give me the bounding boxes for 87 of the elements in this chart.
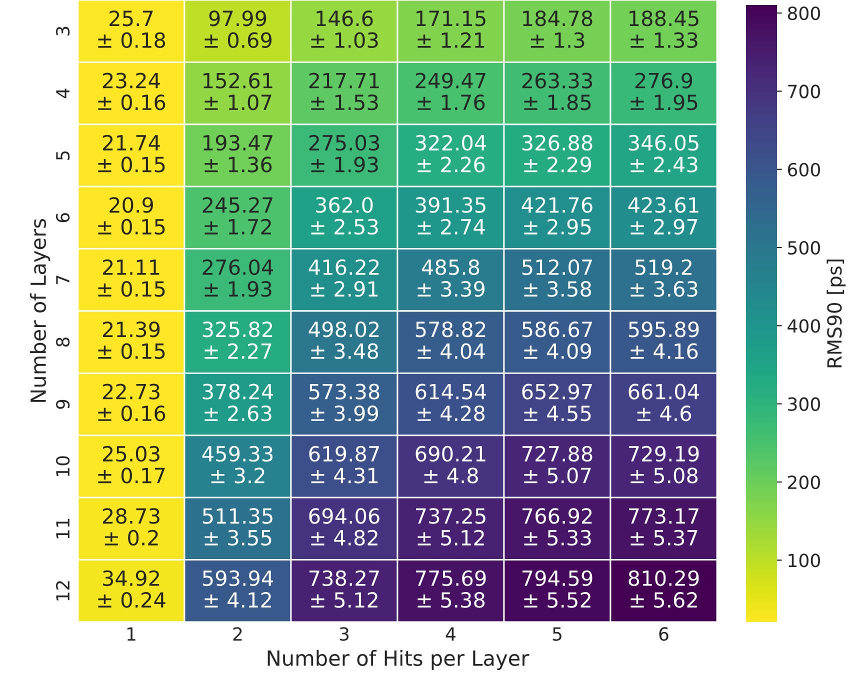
data-label: 28.73 ± 0.2 <box>102 508 160 546</box>
data-label: 737.25 ± 5.12 <box>416 508 486 546</box>
data-label: 362.0 ± 2.53 <box>311 197 378 235</box>
data-label: 34.92 ± 0.24 <box>98 570 166 608</box>
data-label: 217.71 ± 1.53 <box>309 72 379 110</box>
data-label: 276.04 ± 1.93 <box>202 259 274 297</box>
data-label: 652.97 ± 4.55 <box>522 384 592 422</box>
data-label: 378.24 ± 2.63 <box>202 384 274 422</box>
data-label: 416.22 ± 2.91 <box>308 259 379 297</box>
y-tick-label: 5 <box>56 151 70 160</box>
data-label: 25.7 ± 0.18 <box>98 10 166 48</box>
y-axis-title: Number of Layers <box>30 219 50 402</box>
data-label: 694.06 ± 4.82 <box>309 508 380 546</box>
x-tick-label: 4 <box>446 627 456 641</box>
x-tick-label: 2 <box>233 627 242 641</box>
color-bar-label: 100 <box>788 554 820 568</box>
color-bar-label: 300 <box>788 397 820 411</box>
data-label: 421.76 ± 2.95 <box>522 197 592 235</box>
data-label: 729.19 ± 5.08 <box>629 446 699 484</box>
x-tick-label: 3 <box>340 627 349 641</box>
data-label: 519.2 ± 3.63 <box>630 259 698 297</box>
data-label: 512.07 ± 3.58 <box>522 259 592 297</box>
data-label: 423.61 ± 2.97 <box>628 197 698 235</box>
data-label: 193.47 ± 1.36 <box>204 134 272 172</box>
data-label: 619.87 ± 4.31 <box>309 446 379 484</box>
y-tick-label: 11 <box>56 518 70 538</box>
data-label: 322.04 ± 2.26 <box>416 134 486 172</box>
data-label: 263.33 ± 1.85 <box>522 72 592 110</box>
data-label: 498.02 ± 3.48 <box>308 322 379 360</box>
data-label: 578.82 ± 4.04 <box>416 322 486 360</box>
data-label: 326.88 ± 2.29 <box>522 134 592 172</box>
data-label: 727.88 ± 5.07 <box>522 446 592 484</box>
data-label: 21.39 ± 0.15 <box>98 322 165 360</box>
data-label: 171.15 ± 1.21 <box>416 10 486 48</box>
x-axis-title: Number of Hits per Layer <box>268 650 530 670</box>
data-label: 573.38 ± 3.99 <box>309 384 380 422</box>
data-label: 593.94 ± 4.12 <box>202 570 274 608</box>
y-tick-label: 8 <box>56 338 70 347</box>
data-label: 276.9 ± 1.95 <box>630 72 698 110</box>
data-label: 20.9 ± 0.15 <box>98 197 165 235</box>
data-label: 614.54 ± 4.28 <box>416 384 486 422</box>
y-tick-label: 9 <box>56 400 70 409</box>
data-label: 738.27 ± 5.12 <box>310 570 379 608</box>
color-bar-title: RMS90 [ps] <box>826 260 846 368</box>
y-tick-label: 10 <box>56 456 70 476</box>
data-label: 595.89 ± 4.16 <box>628 322 699 360</box>
data-label: 661.04 ± 4.6 <box>628 384 700 422</box>
data-label: 325.82 ± 2.27 <box>202 322 272 359</box>
data-label: 794.59 ± 5.52 <box>522 570 592 608</box>
data-label: 146.6 ± 1.03 <box>311 10 378 48</box>
data-label: 391.35 ± 2.74 <box>416 197 486 234</box>
data-label: 690.21 ± 4.8 <box>416 446 486 484</box>
color-bar-label: 600 <box>788 162 820 176</box>
data-label: 810.29 ± 5.62 <box>628 570 699 608</box>
data-label: 21.11 ± 0.15 <box>98 259 165 297</box>
y-tick-label: 12 <box>56 581 70 600</box>
color-bar-label: 400 <box>788 319 820 333</box>
y-tick-label: 6 <box>56 213 70 222</box>
data-label: 188.45 ± 1.33 <box>630 10 698 48</box>
data-label: 249.47 ± 1.76 <box>416 72 486 110</box>
y-tick-label: 3 <box>56 26 70 36</box>
x-tick-label: 6 <box>659 627 668 641</box>
data-label: 586.67 ± 4.09 <box>522 322 592 360</box>
data-label: 346.05 ± 2.43 <box>628 134 698 172</box>
data-label: 459.33 ± 3.2 <box>202 446 273 484</box>
data-label: 25.03 ± 0.17 <box>98 446 165 484</box>
data-label: 275.03 ± 1.93 <box>309 134 380 172</box>
x-tick-label: 5 <box>552 627 562 641</box>
data-label: 511.35 ± 3.55 <box>202 508 272 546</box>
data-label: 245.27 ± 1.72 <box>202 197 272 234</box>
data-label: 23.24 ± 0.16 <box>98 72 166 110</box>
y-tick-label: 7 <box>56 276 70 284</box>
data-label: 773.17 ± 5.37 <box>629 508 698 546</box>
data-label: 22.73 ± 0.16 <box>98 384 166 422</box>
data-label: 184.78 ± 1.3 <box>523 10 592 48</box>
data-label: 97.99 ± 0.69 <box>204 10 272 48</box>
data-label: 485.8 ± 3.39 <box>418 259 485 297</box>
data-label: 766.92 ± 5.33 <box>522 508 592 546</box>
color-bar-label: 200 <box>788 475 820 490</box>
x-tick-label: 1 <box>127 627 136 641</box>
color-bar-label: 700 <box>788 84 820 98</box>
y-tick-label: 4 <box>56 88 70 98</box>
data-label: 21.74 ± 0.15 <box>98 134 165 172</box>
data-label: 775.69 ± 5.38 <box>416 570 486 608</box>
color-bar-label: 500 <box>788 240 820 255</box>
color-bar-label: 800 <box>788 6 820 20</box>
data-label: 152.61 ± 1.07 <box>204 72 272 110</box>
